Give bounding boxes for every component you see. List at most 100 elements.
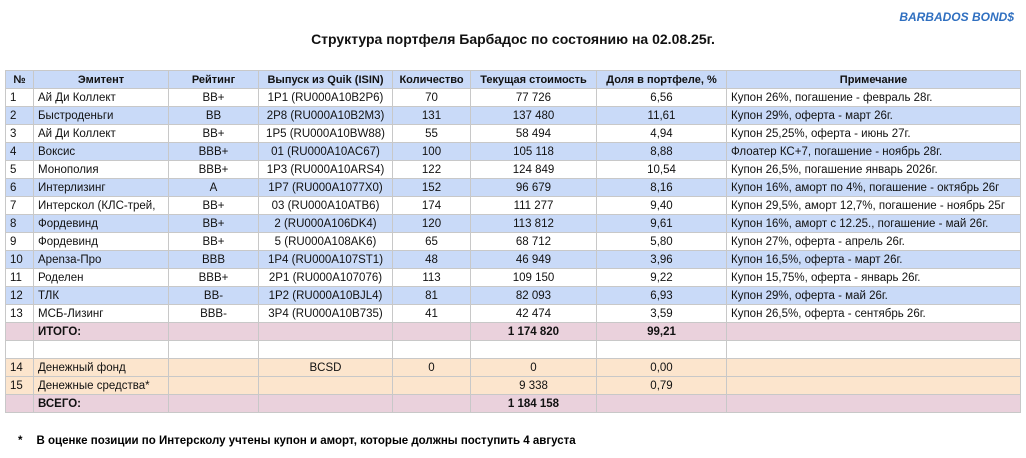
table-cell: 10,54: [596, 160, 727, 179]
table-cell: №: [5, 70, 34, 89]
table-cell: [470, 340, 597, 359]
table-cell: 9,22: [596, 268, 727, 287]
table-row: 10 Ареnза-Про BBB 1P4 (RU000A107ST1) 48 46 94…: [5, 250, 1021, 269]
table-cell: 6,56: [596, 88, 727, 107]
table-cell: Выпуск из Quik (ISIN): [258, 70, 393, 89]
table-cell: Купон 26%, погашение - февраль 28г.: [726, 88, 1021, 107]
table-cell: 5,80: [596, 232, 727, 251]
table-cell: 131: [392, 106, 471, 125]
table-cell: 4,94: [596, 124, 727, 143]
table-cell: 58 494: [470, 124, 597, 143]
table-cell: 4: [5, 142, 34, 161]
table-cell: [168, 376, 259, 395]
table-cell: Флоатер КС+7, погашение - ноябрь 28г.: [726, 142, 1021, 161]
table-cell: Ареnза-Про: [33, 250, 169, 269]
table-cell: [726, 394, 1021, 413]
table-cell: Денежный фонд: [33, 358, 169, 377]
table-cell: [258, 340, 393, 359]
table-cell: BB+: [168, 88, 259, 107]
table-cell: 11,61: [596, 106, 727, 125]
table-cell: Интерлизинг: [33, 178, 169, 197]
table-cell: 70: [392, 88, 471, 107]
table-cell: 0: [392, 358, 471, 377]
table-cell: BB-: [168, 286, 259, 305]
table-cell: BB+: [168, 214, 259, 233]
table-cell: 109 150: [470, 268, 597, 287]
table-cell: Фордевинд: [33, 214, 169, 233]
table-cell: 3,59: [596, 304, 727, 323]
table-cell: 124 849: [470, 160, 597, 179]
table-row: 9 Фордевинд BB+ 5 (RU000A108AK6) 65 68 712 5,8…: [5, 232, 1021, 251]
table-cell: Примечание: [726, 70, 1021, 89]
table-cell: BCSD: [258, 358, 393, 377]
table-cell: 120: [392, 214, 471, 233]
table-cell: 7: [5, 196, 34, 215]
table-cell: [168, 340, 259, 359]
table-row: 3 Ай Ди Коллект BB+ 1P5 (RU000A10BW88) 55 58 …: [5, 124, 1021, 143]
table-cell: BBB-: [168, 304, 259, 323]
table-cell: [392, 394, 471, 413]
table-cell: Купон 16%, аморт по 4%, погашение - октя…: [726, 178, 1021, 197]
table-cell: 3,96: [596, 250, 727, 269]
table-cell: 9: [5, 232, 34, 251]
table-row: 8 Фордевинд BB+ 2 (RU000A106DK4) 120 113 812 9…: [5, 214, 1021, 233]
table-row: 2 Быстроденьги BB 2P8 (RU000A10B2M3) 131 137 …: [5, 106, 1021, 125]
table-cell: Купон 26,5%, погашение январь 2026г.: [726, 160, 1021, 179]
table-cell: 68 712: [470, 232, 597, 251]
table-cell: Купон 29,5%, аморт 12,7%, погашение - но…: [726, 196, 1021, 215]
table-cell: 8,88: [596, 142, 727, 161]
table-cell: BB+: [168, 196, 259, 215]
table-cell: Ай Ди Коллект: [33, 124, 169, 143]
table-cell: 5 (RU000A108AK6): [258, 232, 393, 251]
table-cell: 41: [392, 304, 471, 323]
table-row: 4 Воксис BBB+ 01 (RU000A10AC67) 100 105 118 8,…: [5, 142, 1021, 161]
table-cell: Воксис: [33, 142, 169, 161]
table-cell: Купон 16%, аморт с 12.25., погашение - м…: [726, 214, 1021, 233]
table-cell: Купон 26,5%, оферта - сентябрь 26г.: [726, 304, 1021, 323]
table-cell: 1P3 (RU000A10ARS4): [258, 160, 393, 179]
table-cell: 1 184 158: [470, 394, 597, 413]
table-cell: Количество: [392, 70, 471, 89]
table-cell: 2P1 (RU000A107076): [258, 268, 393, 287]
table-cell: 111 277: [470, 196, 597, 215]
table-cell: Доля в портфеле, %: [596, 70, 727, 89]
table-cell: 0: [470, 358, 597, 377]
table-cell: 2 (RU000A106DK4): [258, 214, 393, 233]
table-cell: Текущая стоимость: [470, 70, 597, 89]
title: Структура портфеля Барбадос по состоянию…: [311, 31, 715, 47]
table-cell: 1P5 (RU000A10BW88): [258, 124, 393, 143]
table-cell: 96 679: [470, 178, 597, 197]
table-cell: [258, 322, 393, 341]
table-cell: BBB+: [168, 268, 259, 287]
table-cell: [5, 322, 34, 341]
table-cell: МСБ-Лизинг: [33, 304, 169, 323]
table-cell: 1P2 (RU000A10BJL4): [258, 286, 393, 305]
table-cell: 10: [5, 250, 34, 269]
table-cell: Купон 25,25%, оферта - июнь 27г.: [726, 124, 1021, 143]
table-cell: 65: [392, 232, 471, 251]
table-cell: [258, 376, 393, 395]
table-row: 13 МСБ-Лизинг BBB- 3P4 (RU000A10B735) 41 42 4…: [5, 304, 1021, 323]
table-row: ИТОГО: 1 174 820 99,21: [5, 322, 1021, 341]
table-cell: 2: [5, 106, 34, 125]
table-cell: [168, 322, 259, 341]
table-cell: A: [168, 178, 259, 197]
table-cell: Денежные средства*: [33, 376, 169, 395]
table-cell: Купон 15,75%, оферта - январь 26г.: [726, 268, 1021, 287]
table-cell: [392, 376, 471, 395]
table-cell: 8,16: [596, 178, 727, 197]
table-cell: 99,21: [596, 322, 727, 341]
table-row: 11 Роделен BBB+ 2P1 (RU000A107076) 113 109 15…: [5, 268, 1021, 287]
table-row: 12 ТЛК BB- 1P2 (RU000A10BJL4) 81 82 093 6,93 Ку…: [5, 286, 1021, 305]
table-cell: [5, 340, 34, 359]
table-row: 6 Интерлизинг A 1P7 (RU000A1077X0) 152 96 679…: [5, 178, 1021, 197]
table-cell: [33, 340, 169, 359]
table-cell: 6: [5, 178, 34, 197]
table-cell: 46 949: [470, 250, 597, 269]
table-cell: ИТОГО:: [33, 322, 169, 341]
table-cell: 3: [5, 124, 34, 143]
table-cell: 0,79: [596, 376, 727, 395]
table-cell: 1 174 820: [470, 322, 597, 341]
footnote-marker: *: [18, 435, 23, 447]
